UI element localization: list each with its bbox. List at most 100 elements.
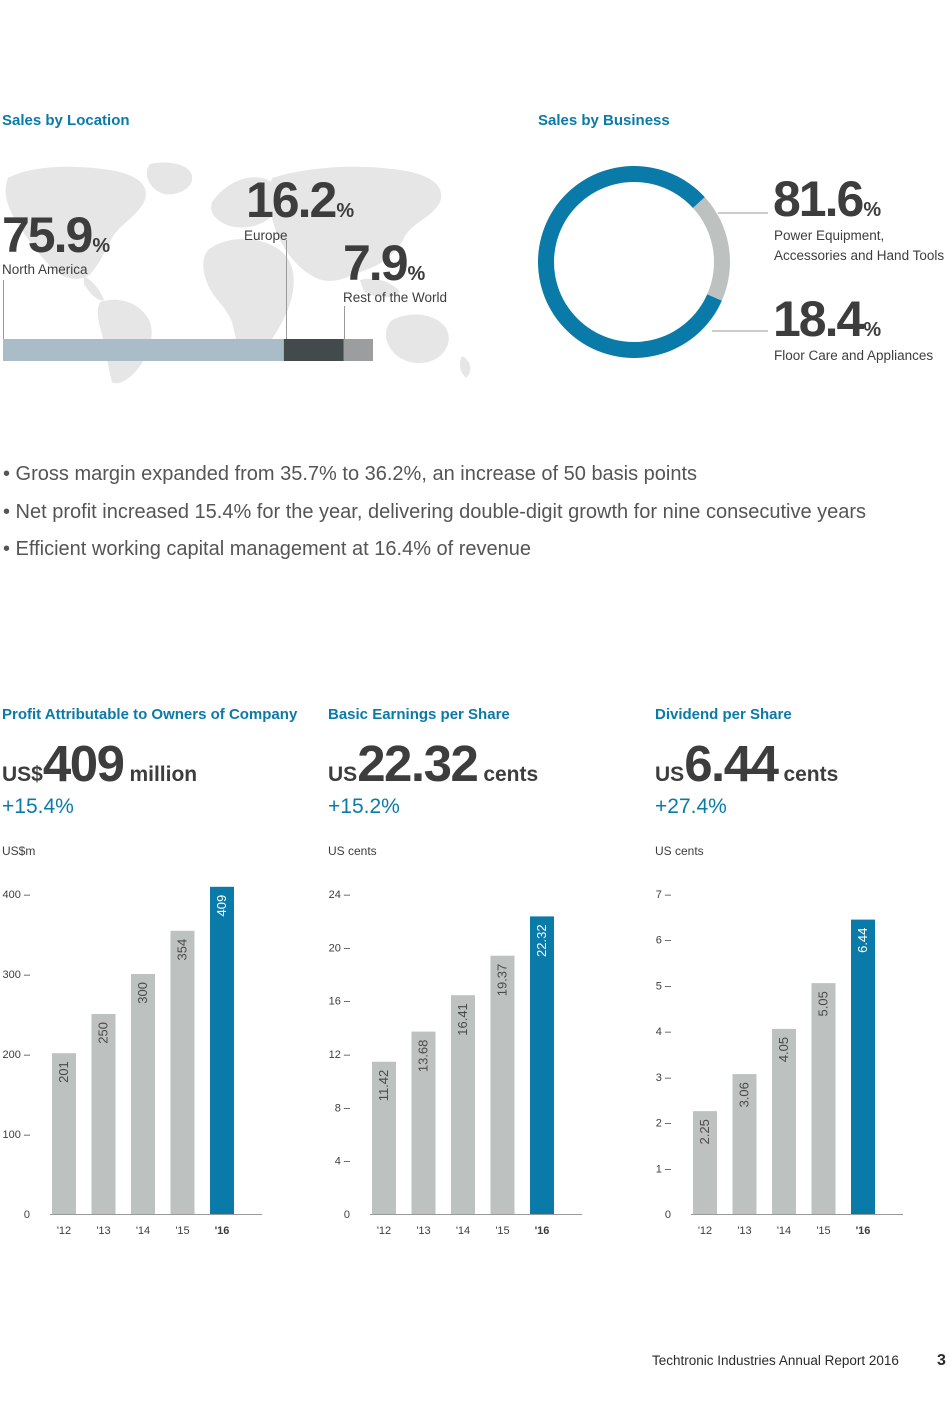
dividend-per-share-ytick-label: 5 – bbox=[656, 980, 672, 992]
profit-attributable-to-owners-of-company-bar bbox=[91, 1014, 116, 1214]
europe-value: 16.2% bbox=[246, 172, 355, 228]
highlight-item: • Gross margin expanded from 35.7% to 36… bbox=[3, 463, 698, 485]
basic-earnings-per-share-value-label: 19.37 bbox=[495, 964, 510, 997]
europe-label: Europe bbox=[244, 228, 288, 243]
business-donut bbox=[538, 166, 768, 358]
map-landmasses bbox=[5, 162, 471, 384]
map-australia bbox=[385, 314, 449, 364]
dividend-per-share-category-label: '12 bbox=[698, 1225, 712, 1237]
dividend-per-share-bar bbox=[851, 919, 875, 1214]
kpi-eps-value: 22.32 bbox=[357, 735, 479, 792]
profit-attributable-to-owners-of-company-ytick-label: 0 bbox=[24, 1209, 30, 1221]
map-new-zealand bbox=[459, 356, 471, 378]
basic-earnings-per-share-value-label: 16.41 bbox=[455, 1003, 470, 1036]
floor-care-value: 18.4% bbox=[773, 291, 882, 347]
basic-earnings-per-share-category-label: '14 bbox=[456, 1225, 470, 1237]
map-north-america bbox=[5, 166, 146, 279]
profit-attributable-to-owners-of-company-value-label: 250 bbox=[96, 1022, 111, 1044]
kpi-eps-change: +15.2% bbox=[328, 795, 400, 818]
basic-earnings-per-share-category-label: '16 bbox=[535, 1225, 550, 1237]
profit-attributable-to-owners-of-company-ytick-label: 100 – bbox=[2, 1129, 30, 1141]
power-equipment-value: 81.6% bbox=[773, 171, 882, 227]
dividend-bar-chart: 0 1 – 2 – 3 – 4 – 5 – 6 – 7 – 2.25 '12 3.06 '13 4.05… bbox=[656, 889, 903, 1237]
dividend-per-share-ytick-label: 4 – bbox=[656, 1026, 672, 1038]
basic-earnings-per-share-ytick-label: 16 – bbox=[329, 996, 351, 1008]
profit-attributable-to-owners-of-company-category-label: '14 bbox=[136, 1225, 150, 1237]
basic-earnings-per-share-bar bbox=[451, 995, 475, 1214]
highlights-list: • Gross margin expanded from 35.7% to 36… bbox=[3, 456, 866, 569]
power-equipment-label-1: Power Equipment, bbox=[774, 228, 885, 243]
kpi-profit: Profit Attributable to Owners of Company… bbox=[2, 706, 297, 858]
footer-report-title: Techtronic Industries Annual Report 2016 bbox=[652, 1353, 899, 1368]
dividend-per-share-bar bbox=[732, 1074, 757, 1214]
dividend-per-share-value-label: 5.05 bbox=[816, 991, 831, 1016]
north-america-bar-segment bbox=[3, 339, 284, 361]
profit-attributable-to-owners-of-company-value-label: 300 bbox=[135, 982, 150, 1004]
profit-attributable-to-owners-of-company-category-label: '15 bbox=[175, 1225, 189, 1237]
location-title: Sales by Location bbox=[2, 112, 130, 129]
map-europe bbox=[211, 177, 280, 228]
dividend-per-share-category-label: '13 bbox=[737, 1225, 751, 1237]
power-equipment-slice bbox=[538, 166, 722, 358]
map-greenland bbox=[146, 162, 193, 195]
dividend-per-share-value-label: 6.44 bbox=[855, 928, 870, 953]
basic-earnings-per-share-category-label: '12 bbox=[377, 1225, 391, 1237]
dividend-per-share-bar bbox=[772, 1028, 796, 1214]
profit-attributable-to-owners-of-company-ytick-label: 300 – bbox=[2, 969, 30, 981]
dividend-per-share-value-label: 3.06 bbox=[737, 1082, 752, 1107]
kpi-dividend-headline: US6.44 cents bbox=[655, 738, 838, 789]
basic-earnings-per-share-bar bbox=[372, 1061, 396, 1214]
dividend-per-share-bar bbox=[693, 1111, 717, 1214]
page-number: 3 bbox=[937, 1352, 946, 1369]
kpi-eps-unit: cents bbox=[483, 763, 539, 786]
basic-earnings-per-share-ytick-label: 0 bbox=[344, 1209, 350, 1221]
profit-attributable-to-owners-of-company-category-label: '12 bbox=[57, 1225, 71, 1237]
europe-bar-segment bbox=[283, 339, 344, 361]
eps-bar-chart: 0 4 – 8 – 12 – 16 – 20 – 24 – 11.42 '12 13.68 '13 1… bbox=[329, 889, 582, 1237]
basic-earnings-per-share-ytick-label: 8 – bbox=[335, 1102, 351, 1114]
profit-attributable-to-owners-of-company-bar bbox=[131, 974, 155, 1214]
kpi-eps-axis-unit: US cents bbox=[328, 844, 377, 858]
profit-attributable-to-owners-of-company-value-label: 354 bbox=[175, 939, 190, 961]
kpi-eps-currency: US bbox=[328, 763, 358, 786]
dividend-per-share-ytick-label: 3 – bbox=[656, 1072, 672, 1084]
basic-earnings-per-share-ytick-label: 20 – bbox=[329, 942, 351, 954]
basic-earnings-per-share-ytick-label: 4 – bbox=[335, 1156, 351, 1168]
kpi-eps-title: Basic Earnings per Share bbox=[328, 706, 510, 723]
basic-earnings-per-share-category-label: '13 bbox=[416, 1225, 430, 1237]
basic-earnings-per-share-bar bbox=[530, 916, 554, 1214]
kpi-profit-currency: US$ bbox=[2, 763, 43, 786]
kpi-dividend-axis-unit: US cents bbox=[655, 844, 704, 858]
floor-care-slice bbox=[693, 197, 730, 301]
floor-care-label: Floor Care and Appliances bbox=[774, 348, 934, 363]
dividend-per-share-ytick-label: 1 – bbox=[656, 1163, 672, 1175]
kpi-eps-headline: US22.32 cents bbox=[328, 738, 538, 789]
dividend-per-share-bar bbox=[811, 983, 836, 1214]
profit-attributable-to-owners-of-company-bar bbox=[52, 1053, 76, 1214]
rest-of-world-value: 7.9% bbox=[343, 235, 426, 291]
rest-of-world-label: Rest of the World bbox=[343, 290, 448, 305]
kpi-profit-unit: million bbox=[129, 763, 198, 786]
profit-attributable-to-owners-of-company-bar bbox=[170, 930, 195, 1214]
profit-attributable-to-owners-of-company-ytick-label: 200 – bbox=[2, 1049, 30, 1061]
map-central-america bbox=[84, 276, 104, 301]
kpi-profit-value: 409 bbox=[42, 735, 125, 792]
map-africa bbox=[203, 238, 294, 358]
dividend-per-share-ytick-label: 7 – bbox=[656, 889, 672, 901]
kpi-dividend-title: Dividend per Share bbox=[655, 706, 792, 723]
location-stacked-bar bbox=[3, 240, 373, 361]
basic-earnings-per-share-value-label: 13.68 bbox=[416, 1040, 431, 1073]
profit-attributable-to-owners-of-company-value-label: 409 bbox=[214, 895, 229, 917]
world-map bbox=[5, 162, 471, 384]
map-asia bbox=[269, 166, 442, 281]
basic-earnings-per-share-ytick-label: 24 – bbox=[329, 889, 351, 901]
dividend-per-share-category-label: '16 bbox=[856, 1225, 871, 1237]
basic-earnings-per-share-value-label: 11.42 bbox=[376, 1070, 391, 1102]
kpi-eps: Basic Earnings per Share US22.32 cents +1… bbox=[328, 706, 538, 858]
highlight-item: • Net profit increased 15.4% for the yea… bbox=[3, 500, 867, 523]
basic-earnings-per-share-bar bbox=[411, 1031, 436, 1214]
basic-earnings-per-share-ytick-label: 12 – bbox=[329, 1049, 351, 1061]
profit-bar-chart: 0 100 – 200 – 300 – 400 – 201 '12 250 '13 300 '14 3… bbox=[2, 886, 262, 1237]
map-southeast-asia bbox=[360, 278, 400, 298]
dividend-per-share-ytick-label: 6 – bbox=[656, 935, 672, 947]
